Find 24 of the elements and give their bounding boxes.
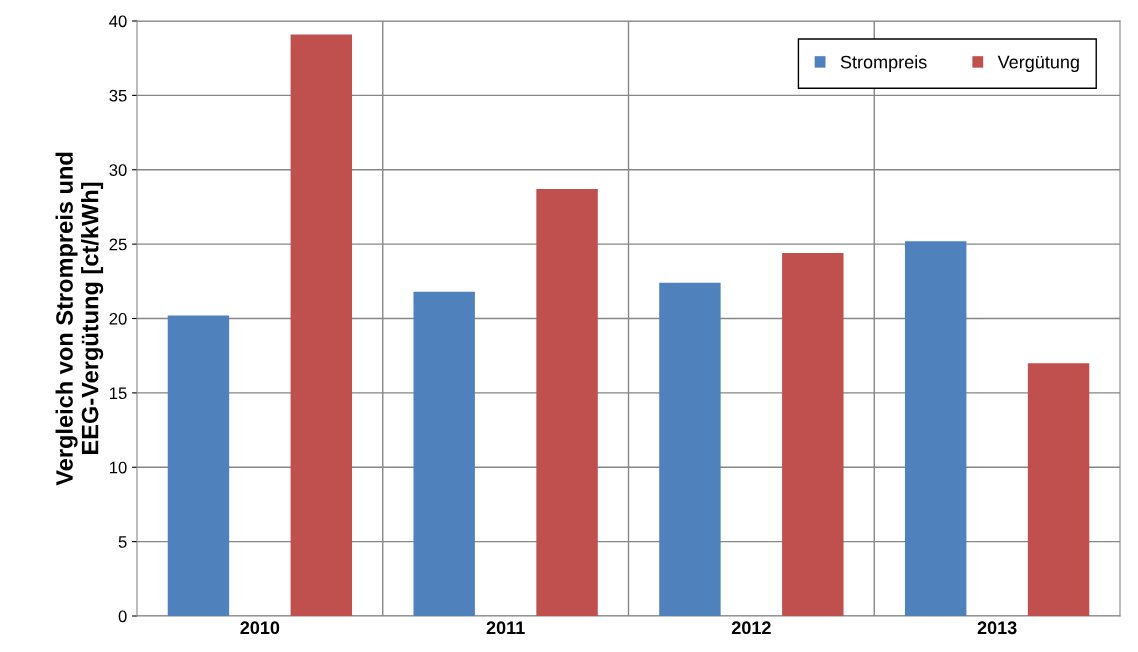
x-tick-label: 2010: [240, 621, 280, 635]
bar: [290, 34, 353, 616]
y-tick-label: 25: [109, 238, 127, 251]
bar: [536, 189, 598, 616]
y-tick-label: 15: [110, 387, 127, 400]
y-tick-label: 35: [109, 89, 127, 102]
y-tick-label: 30: [109, 164, 127, 176]
y-tick-label: 10: [110, 461, 127, 474]
x-tick-label: 2011: [486, 621, 525, 635]
legend-label: Strompreis: [840, 55, 927, 73]
x-tick-label: 2013: [977, 621, 1017, 635]
bar: [413, 291, 475, 616]
bar: [782, 253, 844, 616]
y-tick-label: 20: [109, 312, 127, 325]
y-axis-title: Vergleich von Strompreis und EEG-Vergütung [ct/kWh]: [55, 152, 104, 486]
bar: [659, 282, 721, 616]
y-tick-label: 5: [118, 536, 127, 548]
bar: [904, 241, 967, 616]
x-tick-label: 2012: [731, 621, 771, 635]
y-tick-label: 0: [118, 610, 127, 623]
bar: [167, 315, 230, 616]
y-tick-label: 40: [109, 15, 127, 28]
bar: [1027, 363, 1090, 616]
legend-label: Vergütung: [997, 55, 1079, 73]
